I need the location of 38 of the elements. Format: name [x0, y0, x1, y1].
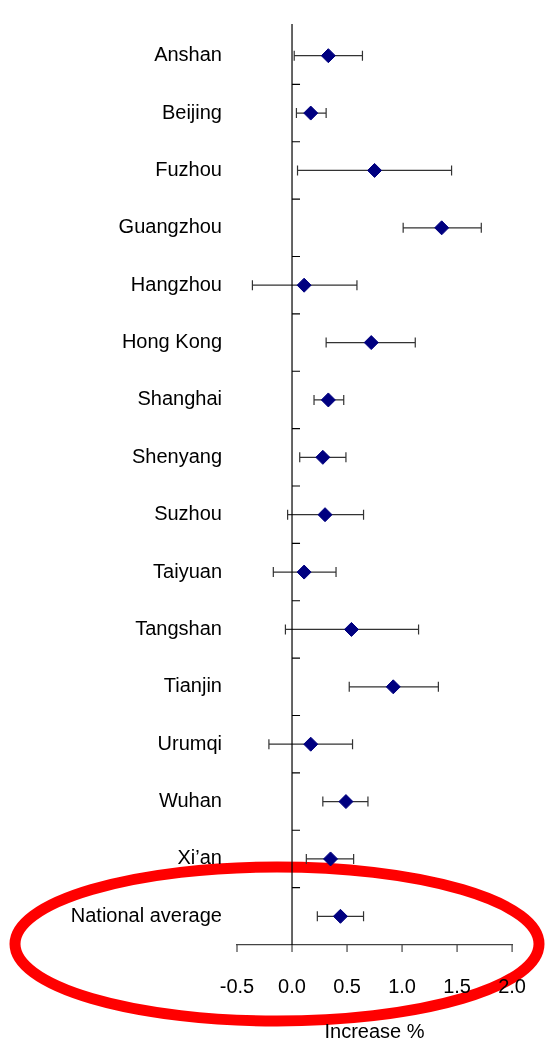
y-tick-label: Urumqi [157, 731, 222, 754]
y-tick-label: Taiyuan [153, 559, 222, 582]
y-tick-label: Anshan [154, 43, 222, 66]
y-tick-label: Shenyang [131, 444, 222, 467]
y-tick-label: Tangshan [135, 616, 222, 639]
point [434, 220, 450, 236]
y-tick-label: Guangzhou [118, 215, 222, 238]
point [320, 392, 336, 408]
y-tick-label: Shanghai [137, 387, 222, 410]
x-tick-label: 1.0 [388, 974, 416, 997]
point [296, 277, 312, 293]
point [296, 564, 312, 580]
point [303, 736, 319, 752]
point [385, 679, 401, 695]
x-axis-title: Increase % [324, 1019, 425, 1042]
point [303, 105, 319, 121]
x-tick-label: 1.5 [443, 974, 471, 997]
point [367, 162, 383, 178]
x-tick-label: 0.5 [333, 974, 361, 997]
y-tick-label: Xi’an [177, 846, 222, 869]
point [317, 507, 333, 523]
x-tick-label: -0.5 [219, 974, 255, 997]
y-tick-label: Beijing [161, 100, 222, 123]
point [343, 621, 359, 637]
y-tick-label: Fuzhou [155, 157, 222, 180]
y-tick-label: Wuhan [158, 789, 222, 812]
y-tick-label: Hong Kong [121, 330, 222, 353]
point [323, 851, 339, 867]
y-tick-label: Tianjin [163, 674, 222, 697]
y-tick-label: Suzhou [154, 502, 222, 525]
y-tick-label: Hangzhou [130, 272, 222, 295]
point [338, 794, 354, 810]
point [315, 449, 331, 465]
point [363, 335, 379, 351]
y-tick-label: National average [70, 903, 222, 926]
x-tick-label: 0.0 [278, 974, 306, 997]
point [320, 48, 336, 64]
point [332, 908, 348, 924]
